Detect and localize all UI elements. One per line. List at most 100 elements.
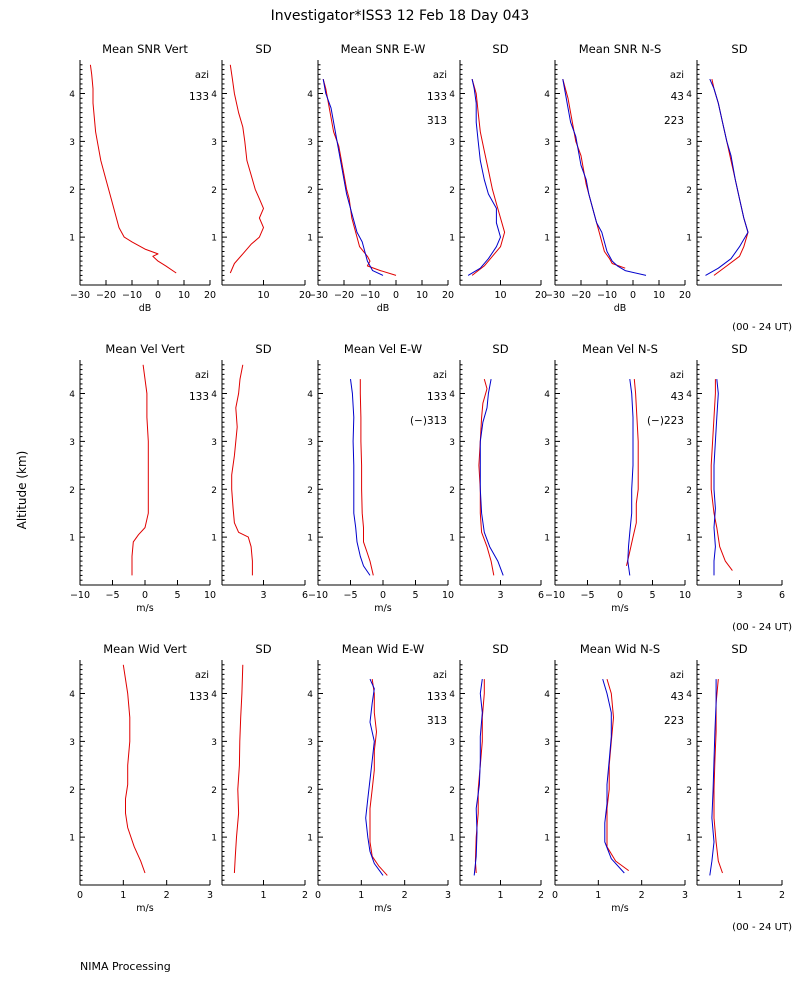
x-tick-label: −20 xyxy=(96,290,116,301)
legend-entry: 133 xyxy=(427,691,447,703)
series-line-blue xyxy=(627,379,634,576)
alt-tick-label: 2 xyxy=(211,786,217,796)
alt-tick-label: 1 xyxy=(544,534,550,544)
legend-entry: 223 xyxy=(664,715,684,727)
x-tick-label: 10 xyxy=(442,590,454,601)
panel-title: SD xyxy=(492,42,508,56)
alt-tick-label: 1 xyxy=(69,234,75,244)
x-tick-label: −5 xyxy=(105,590,119,601)
alt-tick-label: 1 xyxy=(211,834,217,844)
series-line-red xyxy=(710,379,733,571)
alt-tick-label: 1 xyxy=(69,834,75,844)
alt-tick-label: 2 xyxy=(69,786,75,796)
series-line-red xyxy=(233,664,244,874)
panel-10: 1 2 3 4 3 6 SD xyxy=(449,342,544,601)
legend-entry: 133 xyxy=(427,91,447,103)
series-line-red xyxy=(478,378,495,576)
x-tick-label: 0 xyxy=(155,290,161,301)
alt-tick-label: 1 xyxy=(544,234,550,244)
series-line-red xyxy=(122,664,146,874)
panel-title: Mean Wid E-W xyxy=(342,642,425,656)
panel-2: 1 2 3 4 10 20 SD xyxy=(211,42,311,301)
series-line-red xyxy=(606,678,629,872)
x-tick-label: 20 xyxy=(204,290,216,301)
x-tick-label: 1 xyxy=(497,890,503,901)
series-line-red xyxy=(562,78,626,269)
panel-title: Mean Vel E-W xyxy=(344,342,422,356)
alt-tick-label: 3 xyxy=(544,438,550,448)
panel-title: SD xyxy=(492,642,508,656)
legend-head: azi xyxy=(670,670,684,681)
alt-tick-label: 4 xyxy=(69,90,75,100)
alt-tick-label: 2 xyxy=(449,786,455,796)
processing-footer: NIMA Processing xyxy=(80,960,171,973)
x-axis-label: m/s xyxy=(611,603,628,614)
ut-note-row-1: (00 - 24 UT) xyxy=(732,322,792,333)
panel-18: 1 2 3 4 1 2 SD xyxy=(686,642,785,901)
alt-tick-label: 4 xyxy=(211,90,217,100)
alt-tick-label: 3 xyxy=(69,738,75,748)
alt-tick-label: 3 xyxy=(686,438,692,448)
x-tick-label: 2 xyxy=(402,890,408,901)
alt-tick-label: 2 xyxy=(69,186,75,196)
panel-14: 1 2 3 4 1 2 SD xyxy=(211,642,308,901)
x-tick-label: −10 xyxy=(308,590,328,601)
alt-tick-label: 2 xyxy=(686,786,692,796)
alt-tick-label: 2 xyxy=(686,186,692,196)
x-tick-label: −20 xyxy=(571,290,591,301)
series-line-blue xyxy=(322,79,384,276)
series-line-red xyxy=(626,379,639,567)
x-tick-label: 2 xyxy=(538,890,544,901)
x-tick-label: 10 xyxy=(257,290,269,301)
x-tick-label: −10 xyxy=(597,290,617,301)
ut-note-row-2: (00 - 24 UT) xyxy=(732,622,792,633)
legend-head: azi xyxy=(433,670,447,681)
alt-tick-label: 3 xyxy=(307,438,313,448)
x-tick-label: −5 xyxy=(343,590,357,601)
x-axis-label: dB xyxy=(377,303,390,314)
panel-4: 1 2 3 4 10 20 SD xyxy=(449,42,547,301)
series-line-blue xyxy=(709,679,717,876)
x-tick-label: 1 xyxy=(120,890,126,901)
legend-entry: 43 xyxy=(671,391,684,403)
legend-entry: 313 xyxy=(427,715,447,727)
panel-title: SD xyxy=(731,642,747,656)
series-line-blue xyxy=(350,379,371,576)
x-tick-label: 10 xyxy=(494,290,506,301)
alt-tick-label: 3 xyxy=(211,738,217,748)
legend-head: azi xyxy=(670,370,684,381)
x-tick-label: 20 xyxy=(442,290,454,301)
alt-tick-label: 4 xyxy=(686,690,692,700)
alt-tick-label: 4 xyxy=(307,390,313,400)
x-tick-label: 2 xyxy=(302,890,308,901)
x-tick-label: 2 xyxy=(164,890,170,901)
x-tick-label: −5 xyxy=(580,590,594,601)
x-axis-label: dB xyxy=(614,303,627,314)
panel-title: SD xyxy=(255,642,271,656)
alt-tick-label: 4 xyxy=(544,390,550,400)
alt-tick-label: 3 xyxy=(211,138,217,148)
alt-tick-label: 3 xyxy=(449,438,455,448)
legend-entry: 133 xyxy=(427,391,447,403)
x-tick-label: 0 xyxy=(393,290,399,301)
altitude-axis-label: Altitude (km) xyxy=(15,451,29,530)
x-tick-label: 0 xyxy=(380,590,386,601)
alt-tick-label: 2 xyxy=(686,486,692,496)
legend-head: azi xyxy=(195,670,209,681)
alt-tick-label: 1 xyxy=(307,234,313,244)
x-tick-label: 0 xyxy=(552,890,558,901)
x-tick-label: 5 xyxy=(649,590,655,601)
alt-tick-label: 3 xyxy=(307,738,313,748)
x-tick-label: −10 xyxy=(545,590,565,601)
series-line-blue xyxy=(705,78,749,276)
alt-tick-label: 1 xyxy=(307,834,313,844)
legend-entry: 133 xyxy=(189,91,209,103)
series-line-red xyxy=(711,78,749,276)
panel-16: 1 2 3 4 1 2 SD xyxy=(449,642,544,901)
x-tick-label: 10 xyxy=(679,590,691,601)
alt-tick-label: 1 xyxy=(686,534,692,544)
x-tick-label: 6 xyxy=(538,590,544,601)
